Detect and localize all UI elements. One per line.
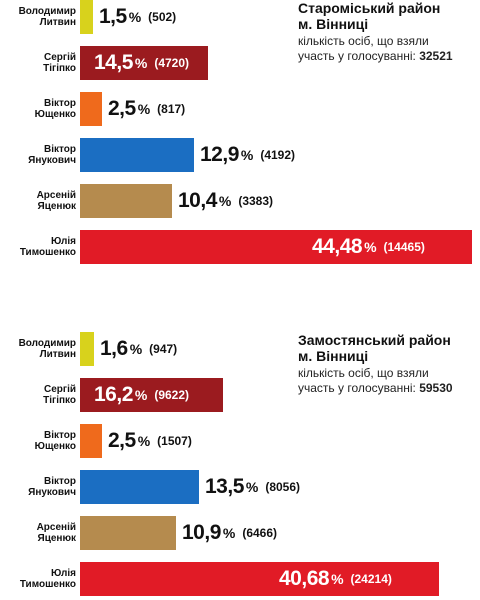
percent-value: 13,5 <box>205 475 244 498</box>
bar <box>80 138 194 172</box>
bar <box>80 516 176 550</box>
value-label: 2,5% (817) <box>108 92 185 126</box>
bar <box>80 378 223 412</box>
turnout-text: кількість осіб, що взяли участь у голосу… <box>298 366 480 396</box>
percent-value: 10,9 <box>182 521 221 544</box>
percent-unit: % <box>331 571 344 587</box>
vote-count: (947) <box>149 342 178 356</box>
vote-count: (4720) <box>154 56 190 70</box>
bar <box>80 332 94 366</box>
value-label: 14,5% (4720) <box>94 46 189 80</box>
vote-count: (1507) <box>157 434 192 448</box>
candidate-label: Віктор Ющенко <box>34 430 76 452</box>
percent-unit: % <box>137 433 151 449</box>
bar-row: Сергій Тігіпко 16,2% (9622) <box>0 378 480 412</box>
vote-count: (24214) <box>350 572 392 586</box>
vote-count: (3383) <box>238 194 274 208</box>
candidate-label: Сергій Тігіпко <box>43 384 76 406</box>
chart-panel-staromiskyi: Староміський район м. Вінниці кількість … <box>0 0 480 270</box>
bar-row: Віктор Ющенко 2,5% (1507) <box>0 424 480 458</box>
percent-value: 40,68 <box>279 567 330 590</box>
value-label: 12,9% (4192) <box>200 138 295 172</box>
percent-unit: % <box>134 55 148 71</box>
vote-count: (6466) <box>242 526 278 540</box>
bar-row: Арсеній Яценюк 10,4% (3383) <box>0 184 480 218</box>
percent-value: 44,48 <box>312 235 363 258</box>
turnout-value: 32521 <box>419 49 453 63</box>
percent-unit: % <box>137 101 151 117</box>
district-info: Замостянський район м. Вінниці кількість… <box>298 332 480 396</box>
vote-count: (502) <box>148 10 177 24</box>
candidate-label: Арсеній Яценюк <box>36 522 76 544</box>
district-title: Староміський район м. Вінниці <box>298 0 441 32</box>
value-label: 10,9% (6466) <box>182 516 277 550</box>
percent-value: 1,6 <box>100 337 128 360</box>
candidate-label: Арсеній Яценюк <box>36 190 76 212</box>
percent-unit: % <box>129 341 143 357</box>
percent-unit: % <box>245 479 259 495</box>
turnout-value: 59530 <box>419 381 453 395</box>
value-label: 40,68% (24214) <box>279 562 392 596</box>
chart-panel-zamostianskyi: Замостянський район м. Вінниці кількість… <box>0 332 480 600</box>
bar <box>80 424 102 458</box>
value-label: 1,6% (947) <box>100 332 177 366</box>
value-label: 16,2% (9622) <box>94 378 189 412</box>
bar-row: Юлія Тимошенко 40,68% (24214) <box>0 562 480 596</box>
percent-unit: % <box>218 193 232 209</box>
bar <box>80 92 102 126</box>
bar <box>80 184 172 218</box>
candidate-label: Віктор Янукович <box>28 476 76 498</box>
percent-value: 16,2 <box>94 383 133 406</box>
candidate-label: Володимир Литвин <box>18 338 76 360</box>
candidate-label: Володимир Литвин <box>18 6 76 28</box>
bar <box>80 230 472 264</box>
bar-row: Арсеній Яценюк 10,9% (6466) <box>0 516 480 550</box>
percent-value: 10,4 <box>178 189 217 212</box>
candidate-label: Юлія Тимошенко <box>19 568 76 590</box>
value-label: 10,4% (3383) <box>178 184 273 218</box>
vote-count: (9622) <box>154 388 190 402</box>
bar <box>80 470 199 504</box>
bar-row: Сергій Тігіпко 14,5% (4720) <box>0 46 480 80</box>
bar-row: Володимир Литвин 1,5% (502) <box>0 0 480 34</box>
bar-row: Віктор Янукович 13,5% (8056) <box>0 470 480 504</box>
vote-count: (817) <box>157 102 186 116</box>
percent-unit: % <box>240 147 254 163</box>
percent-unit: % <box>222 525 236 541</box>
turnout-label: кількість осіб, що взяли участь у голосу… <box>298 366 429 395</box>
bar-row: Віктор Янукович 12,9% (4192) <box>0 138 480 172</box>
percent-unit: % <box>134 387 148 403</box>
turnout-text: кількість осіб, що взяли участь у голосу… <box>298 34 480 64</box>
district-title: Замостянський район м. Вінниці <box>298 332 451 364</box>
percent-value: 2,5 <box>108 97 136 120</box>
bar <box>80 0 93 34</box>
value-label: 1,5% (502) <box>99 0 176 34</box>
percent-unit: % <box>364 239 377 255</box>
vote-count: (4192) <box>260 148 296 162</box>
percent-unit: % <box>128 9 142 25</box>
vote-count: (14465) <box>383 240 425 254</box>
turnout-label: кількість осіб, що взяли участь у голосу… <box>298 34 429 63</box>
district-info: Староміський район м. Вінниці кількість … <box>298 0 480 64</box>
candidate-label: Сергій Тігіпко <box>43 52 76 74</box>
candidate-label: Юлія Тимошенко <box>19 236 76 258</box>
bar <box>80 562 439 596</box>
candidate-label: Віктор Янукович <box>28 144 76 166</box>
percent-value: 1,5 <box>99 5 127 28</box>
bar-row: Віктор Ющенко 2,5% (817) <box>0 92 480 126</box>
bar-row: Юлія Тимошенко 44,48% (14465) <box>0 230 480 264</box>
percent-value: 14,5 <box>94 51 133 74</box>
percent-value: 12,9 <box>200 143 239 166</box>
value-label: 44,48% (14465) <box>312 230 425 264</box>
value-label: 2,5% (1507) <box>108 424 192 458</box>
bar-row: Володимир Литвин 1,6% (947) <box>0 332 480 366</box>
candidate-label: Віктор Ющенко <box>34 98 76 120</box>
bar <box>80 46 208 80</box>
value-label: 13,5% (8056) <box>205 470 300 504</box>
percent-value: 2,5 <box>108 429 136 452</box>
vote-count: (8056) <box>265 480 301 494</box>
